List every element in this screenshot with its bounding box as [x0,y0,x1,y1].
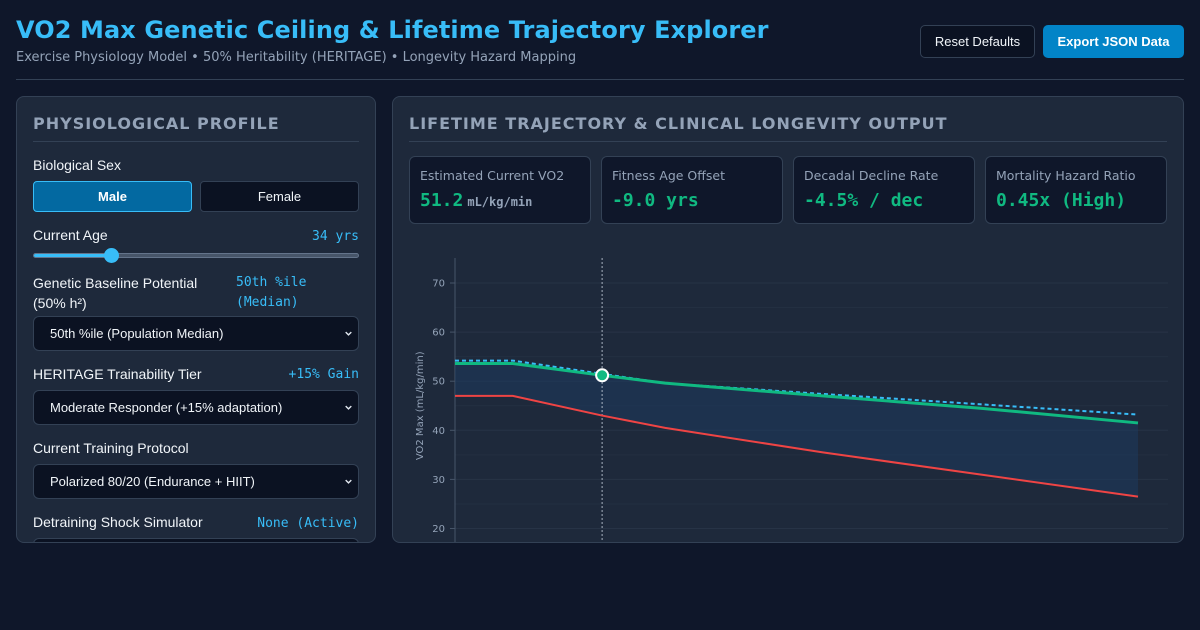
metric-value: 0.45x (High) [996,190,1127,211]
age-value: 34 yrs [312,229,359,244]
page-title: VO2 Max Genetic Ceiling & Lifetime Traje… [16,16,769,44]
metric-value: -4.5% / dec [804,190,924,211]
genetic-baseline-label-line2: (50% h²) [33,295,87,311]
protocol-selected: Polarized 80/20 (Endurance + HIIT) [50,474,255,489]
metric-label: Fitness Age Offset [612,168,725,183]
page-subtitle: Exercise Physiology Model • 50% Heritabi… [16,50,577,65]
current-vo2-point [595,368,610,383]
reset-defaults-button[interactable]: Reset Defaults [920,25,1035,58]
trainability-value: +15% Gain [288,367,359,382]
y-tick-label: 70 [432,279,445,290]
metric-number: 51.2 [420,190,464,211]
divider [33,141,359,142]
genetic-baseline-label: Genetic Baseline Potential (50% h²) [33,273,197,313]
panel-title: PHYSIOLOGICAL PROFILE [33,114,280,133]
genetic-baseline-value-line1: 50th %ile [236,275,307,290]
metric-label: Mortality Hazard Ratio [996,168,1136,183]
y-tick-label: 60 [432,328,445,339]
metric-unit: mL/kg/min [467,195,533,209]
export-json-button[interactable]: Export JSON Data [1043,25,1184,58]
vo2-trajectory-chart[interactable]: 20 30 40 50 60 70 VO2 Max (mL/kg/min) [393,97,1183,543]
genetic-baseline-select[interactable]: 50th %ile (Population Median) [33,316,359,351]
age-slider-fill [34,254,112,257]
y-axis-label: VO2 Max (mL/kg/min) [415,351,426,460]
metric-card-current-vo2: Estimated Current VO2 51.2 mL/kg/min [409,156,591,224]
metric-card-hazard-ratio: Mortality Hazard Ratio 0.45x (High) [985,156,1167,224]
y-tick-label: 30 [432,475,445,486]
metric-label: Decadal Decline Rate [804,168,939,183]
genetic-baseline-value: 50th %ile (Median) [236,273,306,313]
sex-label: Biological Sex [33,157,121,173]
metric-card-fitness-age: Fitness Age Offset -9.0 yrs [601,156,783,224]
y-tick-label: 50 [432,377,445,388]
series-line-sedentary [455,394,1139,498]
age-slider-track[interactable] [33,253,359,258]
genetic-baseline-selected: 50th %ile (Population Median) [50,326,224,341]
sex-option-female[interactable]: Female [200,181,359,212]
metric-value: 51.2 mL/kg/min [420,190,532,211]
trainability-label: HERITAGE Trainability Tier [33,366,202,382]
detraining-select[interactable] [33,538,359,542]
y-tick-label: 40 [432,426,445,437]
age-label: Current Age [33,227,108,243]
trainability-selected: Moderate Responder (+15% adaptation) [50,400,283,415]
fitness-reserve-area [455,363,1138,497]
chevron-down-icon [345,331,352,336]
detraining-value: None (Active) [257,516,359,531]
detraining-label: Detraining Shock Simulator [33,514,203,530]
physiological-profile-panel: PHYSIOLOGICAL PROFILE Biological Sex Mal… [16,96,376,543]
trainability-select[interactable]: Moderate Responder (+15% adaptation) [33,390,359,425]
metric-label: Estimated Current VO2 [420,168,565,183]
genetic-baseline-value-line2: (Median) [236,295,299,310]
app-header: VO2 Max Genetic Ceiling & Lifetime Traje… [16,14,1184,80]
age-slider-handle[interactable] [103,248,119,263]
chevron-down-icon [345,405,352,410]
genetic-baseline-label-line1: Genetic Baseline Potential [33,275,198,291]
divider [409,141,1167,142]
metric-value: -9.0 yrs [612,190,699,211]
trajectory-output-panel: LIFETIME TRAJECTORY & CLINICAL LONGEVITY… [392,96,1184,543]
protocol-select[interactable]: Polarized 80/20 (Endurance + HIIT) [33,464,359,499]
chevron-down-icon [345,479,352,484]
protocol-label: Current Training Protocol [33,440,189,456]
metric-card-decline-rate: Decadal Decline Rate -4.5% / dec [793,156,975,224]
y-tick-label: 20 [432,524,445,535]
series-line-trajectory [455,362,1139,425]
panel-title: LIFETIME TRAJECTORY & CLINICAL LONGEVITY… [409,114,948,133]
sex-option-male[interactable]: Male [33,181,192,212]
